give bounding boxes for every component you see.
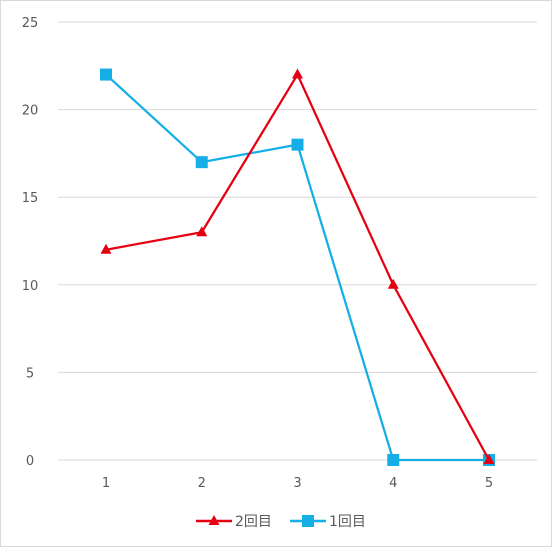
x-tick-label-1: 1 <box>102 476 110 491</box>
series-line-2 <box>105 73 489 462</box>
y-tick-label-5: 5 <box>26 366 34 381</box>
data-point-s1-x1 <box>100 243 112 254</box>
gridlines <box>58 21 537 461</box>
data-point-s1-x2 <box>196 226 208 237</box>
series-line-1 <box>105 73 490 461</box>
data-point-s2-x3 <box>291 138 304 151</box>
data-point-s2-x4 <box>387 454 400 466</box>
legend-entry-2: 1回目 <box>290 514 366 530</box>
series-1 <box>100 68 495 464</box>
series-2 <box>100 68 495 466</box>
data-point-s1-x5 <box>483 454 495 464</box>
data-point-s2-x2 <box>195 156 208 169</box>
legend-label-2: 1回目 <box>329 514 366 530</box>
y-tick-label-15: 15 <box>22 191 39 206</box>
y-axis-tick-labels: 0 5 10 15 20 25 <box>22 16 39 469</box>
legend: 2回目 1回目 <box>196 514 366 530</box>
x-axis-tick-labels: 1 2 3 4 5 <box>102 476 493 491</box>
legend-marker-1 <box>208 515 220 525</box>
x-tick-label-3: 3 <box>293 476 301 491</box>
legend-label-1: 2回目 <box>235 514 272 530</box>
legend-marker-2 <box>302 515 314 527</box>
y-tick-label-10: 10 <box>22 279 39 294</box>
legend-entry-1: 2回目 <box>196 514 272 530</box>
data-point-s1-x3 <box>292 68 303 79</box>
series-lines <box>100 68 495 466</box>
x-tick-label-4: 4 <box>389 476 397 491</box>
x-tick-label-5: 5 <box>485 476 493 491</box>
y-tick-label-25: 25 <box>22 16 39 31</box>
y-tick-label-0: 0 <box>26 454 34 469</box>
data-point-s2-x1 <box>100 68 112 81</box>
data-point-s1-x4 <box>387 278 399 289</box>
x-tick-label-2: 2 <box>198 476 206 491</box>
y-tick-label-20: 20 <box>22 104 39 119</box>
